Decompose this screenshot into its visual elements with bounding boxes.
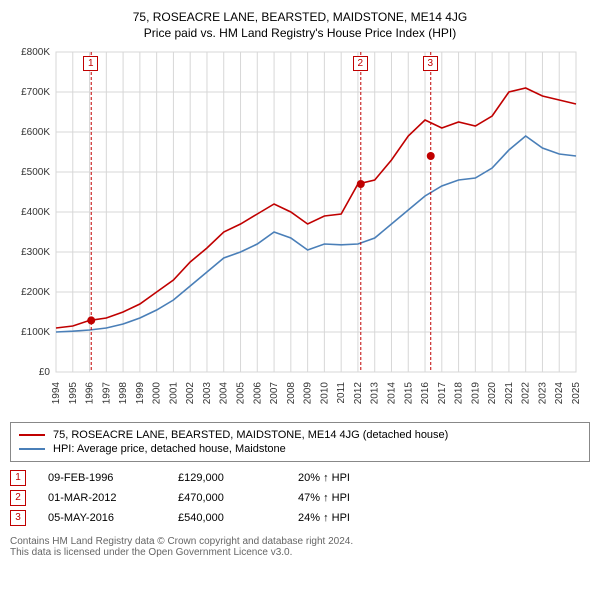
svg-text:2001: 2001	[168, 382, 179, 405]
row-marker: 2	[10, 490, 26, 506]
legend: 75, ROSEACRE LANE, BEARSTED, MAIDSTONE, …	[10, 422, 590, 462]
svg-text:2014: 2014	[386, 382, 397, 405]
row-pct: 47% ↑ HPI	[298, 492, 418, 504]
legend-swatch	[19, 448, 45, 450]
event-marker-badge: 2	[353, 56, 368, 71]
svg-text:£600K: £600K	[21, 127, 50, 138]
row-price: £129,000	[178, 472, 298, 484]
page-subtitle: Price paid vs. HM Land Registry's House …	[10, 26, 590, 40]
event-marker-badge: 3	[423, 56, 438, 71]
footer-line: This data is licensed under the Open Gov…	[10, 547, 590, 558]
svg-text:1998: 1998	[118, 382, 129, 405]
row-price: £540,000	[178, 512, 298, 524]
legend-item: 75, ROSEACRE LANE, BEARSTED, MAIDSTONE, …	[19, 429, 581, 441]
row-marker: 1	[10, 470, 26, 486]
svg-text:1999: 1999	[135, 382, 146, 405]
svg-text:2004: 2004	[219, 382, 230, 405]
table-row: 1 09-FEB-1996 £129,000 20% ↑ HPI	[10, 470, 590, 486]
svg-text:2012: 2012	[353, 382, 364, 405]
svg-text:2003: 2003	[202, 382, 213, 405]
table-row: 3 05-MAY-2016 £540,000 24% ↑ HPI	[10, 510, 590, 526]
svg-text:£400K: £400K	[21, 207, 50, 218]
svg-text:2018: 2018	[454, 382, 465, 405]
legend-label: HPI: Average price, detached house, Maid…	[53, 443, 286, 455]
row-marker: 3	[10, 510, 26, 526]
legend-swatch	[19, 434, 45, 436]
svg-text:2010: 2010	[319, 382, 330, 405]
svg-text:2000: 2000	[152, 382, 163, 405]
svg-text:£300K: £300K	[21, 247, 50, 258]
page-title: 75, ROSEACRE LANE, BEARSTED, MAIDSTONE, …	[10, 10, 590, 24]
svg-text:2017: 2017	[437, 382, 448, 405]
svg-text:£800K: £800K	[21, 47, 50, 58]
svg-text:£100K: £100K	[21, 327, 50, 338]
svg-text:1995: 1995	[68, 382, 79, 405]
row-date: 05-MAY-2016	[48, 512, 178, 524]
transaction-table: 1 09-FEB-1996 £129,000 20% ↑ HPI 2 01-MA…	[10, 470, 590, 526]
svg-text:£500K: £500K	[21, 167, 50, 178]
svg-text:2022: 2022	[521, 382, 532, 405]
svg-text:£200K: £200K	[21, 287, 50, 298]
row-price: £470,000	[178, 492, 298, 504]
legend-label: 75, ROSEACRE LANE, BEARSTED, MAIDSTONE, …	[53, 429, 448, 441]
svg-text:2019: 2019	[470, 382, 481, 405]
svg-text:2015: 2015	[403, 382, 414, 405]
svg-text:2016: 2016	[420, 382, 431, 405]
svg-text:£0: £0	[39, 367, 51, 378]
svg-text:1994: 1994	[51, 382, 62, 405]
svg-text:1996: 1996	[85, 382, 96, 405]
svg-text:£700K: £700K	[21, 87, 50, 98]
legend-item: HPI: Average price, detached house, Maid…	[19, 443, 581, 455]
table-row: 2 01-MAR-2012 £470,000 47% ↑ HPI	[10, 490, 590, 506]
event-marker-badge: 1	[83, 56, 98, 71]
row-pct: 20% ↑ HPI	[298, 472, 418, 484]
svg-text:2021: 2021	[504, 382, 515, 405]
svg-text:2007: 2007	[269, 382, 280, 405]
svg-text:2011: 2011	[336, 382, 347, 404]
svg-text:2025: 2025	[571, 382, 582, 405]
price-chart: £0 £100K £200K £300K £400K £500K £600K £700K £80…	[10, 46, 590, 416]
footer: Contains HM Land Registry data © Crown c…	[10, 536, 590, 558]
svg-text:2005: 2005	[236, 382, 247, 405]
footer-line: Contains HM Land Registry data © Crown c…	[10, 536, 590, 547]
svg-text:2009: 2009	[303, 382, 314, 405]
row-date: 01-MAR-2012	[48, 492, 178, 504]
svg-text:2013: 2013	[370, 382, 381, 405]
svg-text:1997: 1997	[101, 382, 112, 405]
row-pct: 24% ↑ HPI	[298, 512, 418, 524]
svg-text:2008: 2008	[286, 382, 297, 405]
svg-text:2024: 2024	[554, 382, 565, 405]
svg-text:2006: 2006	[252, 382, 263, 405]
svg-text:2002: 2002	[185, 382, 196, 405]
svg-text:2020: 2020	[487, 382, 498, 405]
svg-text:2023: 2023	[537, 382, 548, 405]
row-date: 09-FEB-1996	[48, 472, 178, 484]
